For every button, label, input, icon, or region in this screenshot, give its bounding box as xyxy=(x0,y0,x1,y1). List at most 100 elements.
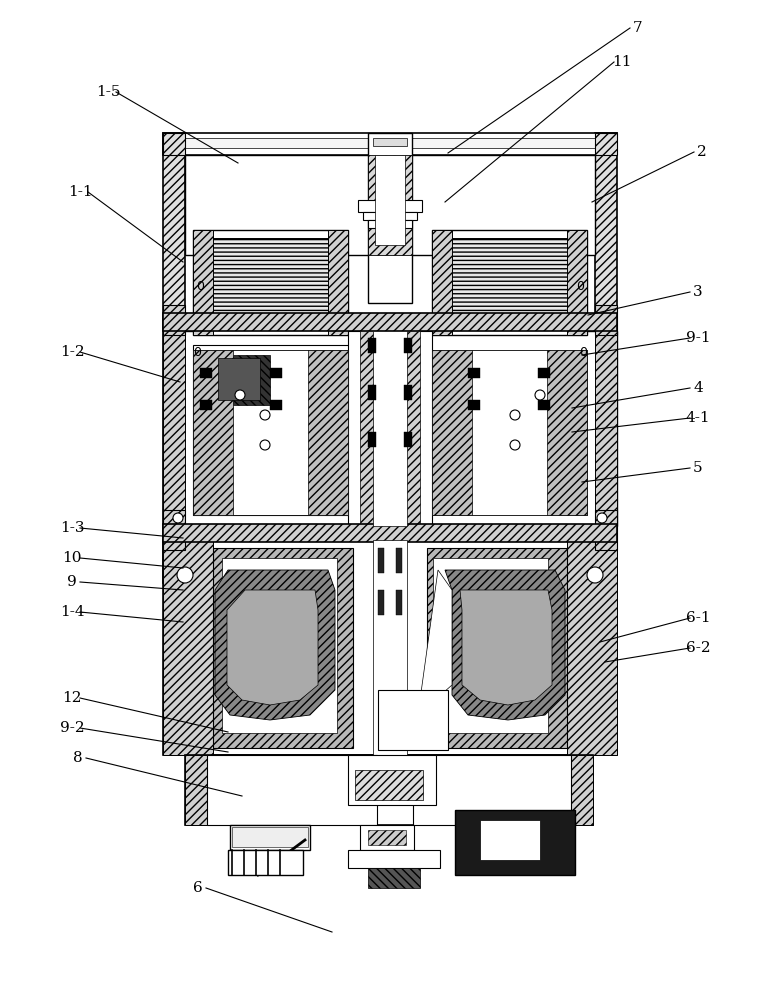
Text: 3: 3 xyxy=(694,285,703,299)
Bar xyxy=(222,558,337,733)
Bar xyxy=(432,230,587,335)
Bar xyxy=(200,368,212,378)
Circle shape xyxy=(173,513,183,523)
Bar xyxy=(163,331,185,526)
Bar xyxy=(163,331,373,526)
Bar xyxy=(368,133,412,303)
Bar xyxy=(378,548,384,573)
Bar xyxy=(480,820,540,860)
Bar xyxy=(163,540,617,755)
Polygon shape xyxy=(445,570,565,720)
Bar xyxy=(185,755,207,825)
Text: 1-2: 1-2 xyxy=(60,345,84,359)
Bar xyxy=(450,238,568,326)
Bar xyxy=(378,690,448,750)
Text: 7: 7 xyxy=(633,21,643,35)
Text: 4-1: 4-1 xyxy=(686,411,711,425)
Bar xyxy=(407,331,617,526)
Bar xyxy=(404,338,412,353)
Bar xyxy=(378,590,384,615)
Polygon shape xyxy=(420,570,452,700)
Bar xyxy=(373,331,407,526)
Bar xyxy=(595,510,617,550)
Bar xyxy=(163,133,185,583)
Bar xyxy=(432,350,587,515)
Text: 8: 8 xyxy=(74,751,83,765)
Bar xyxy=(538,400,550,410)
Text: 9: 9 xyxy=(67,575,77,589)
Bar xyxy=(368,220,412,228)
Circle shape xyxy=(535,390,545,400)
Text: 1-3: 1-3 xyxy=(60,521,84,535)
Bar xyxy=(163,305,185,335)
Bar xyxy=(163,313,617,331)
Bar xyxy=(595,305,617,335)
Polygon shape xyxy=(227,590,318,705)
Text: 5: 5 xyxy=(694,461,703,475)
Bar xyxy=(193,350,233,515)
Bar xyxy=(193,345,353,515)
Circle shape xyxy=(587,567,603,583)
Bar xyxy=(567,230,587,335)
Bar xyxy=(360,331,420,526)
Bar xyxy=(468,400,480,410)
Circle shape xyxy=(177,567,193,583)
Text: 9-1: 9-1 xyxy=(686,331,711,345)
Bar xyxy=(170,138,610,148)
Circle shape xyxy=(235,390,245,400)
Text: 6-2: 6-2 xyxy=(686,641,711,655)
Bar xyxy=(163,524,617,542)
Text: 6: 6 xyxy=(194,881,203,895)
Bar xyxy=(163,510,185,550)
Bar xyxy=(360,825,414,850)
Text: 1-5: 1-5 xyxy=(96,85,120,99)
Bar xyxy=(404,432,412,447)
Bar xyxy=(538,368,550,378)
Bar xyxy=(207,755,377,825)
Bar xyxy=(368,155,412,255)
Bar xyxy=(433,558,548,733)
Bar xyxy=(567,540,617,755)
Bar xyxy=(455,810,575,875)
Bar xyxy=(404,385,412,400)
Bar xyxy=(185,755,593,825)
Polygon shape xyxy=(460,590,552,705)
Bar xyxy=(547,350,587,515)
Bar xyxy=(368,830,406,845)
Bar xyxy=(427,548,567,748)
Text: 10: 10 xyxy=(62,551,82,565)
Bar xyxy=(210,238,328,326)
Bar xyxy=(595,331,617,526)
Bar xyxy=(218,358,260,400)
Bar xyxy=(200,400,212,410)
Bar xyxy=(185,155,595,255)
Bar xyxy=(432,230,452,335)
Bar xyxy=(355,770,423,800)
Text: 11: 11 xyxy=(612,55,632,69)
Bar xyxy=(373,540,407,755)
Text: 4: 4 xyxy=(694,381,703,395)
Text: 0: 0 xyxy=(193,347,201,360)
Bar xyxy=(213,548,353,748)
Bar xyxy=(163,540,213,755)
Bar xyxy=(595,133,617,155)
Text: 2: 2 xyxy=(697,145,707,159)
Bar xyxy=(230,825,310,850)
Text: 12: 12 xyxy=(62,691,82,705)
Bar xyxy=(232,827,308,847)
Bar xyxy=(163,133,185,155)
Bar xyxy=(270,400,282,410)
Bar xyxy=(375,155,405,245)
Bar xyxy=(348,331,432,526)
Bar xyxy=(396,590,402,615)
Circle shape xyxy=(597,513,607,523)
Bar xyxy=(348,755,436,805)
Text: 0: 0 xyxy=(576,279,584,292)
Text: 6-1: 6-1 xyxy=(686,611,711,625)
Bar xyxy=(368,385,376,400)
Bar xyxy=(368,868,420,888)
Bar xyxy=(432,350,472,515)
Bar xyxy=(595,133,617,583)
Bar xyxy=(358,200,422,212)
Bar xyxy=(363,212,417,220)
